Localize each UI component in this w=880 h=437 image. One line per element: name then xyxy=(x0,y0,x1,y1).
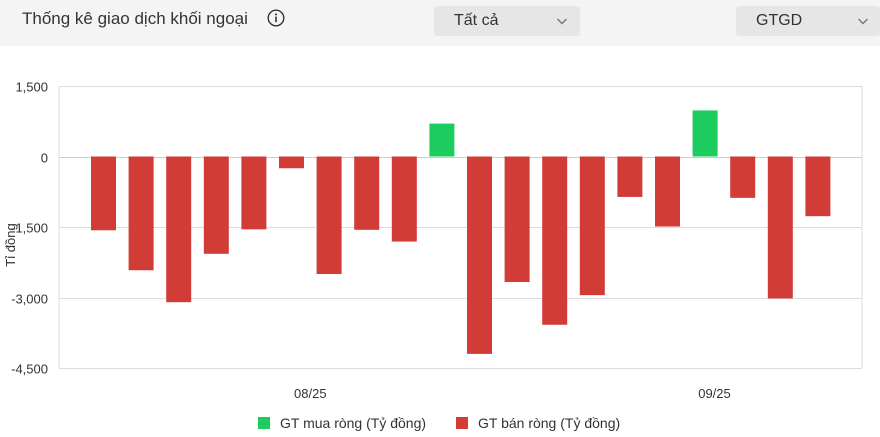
bar-net-sell xyxy=(279,156,304,169)
filter-select[interactable]: Tất cả xyxy=(434,6,580,36)
bar-net-sell xyxy=(467,156,492,354)
legend-label-sell: GT bán ròng (Tỷ đồng) xyxy=(478,415,621,431)
y-tick-label: -4,500 xyxy=(11,362,48,377)
metric-select[interactable]: GTGD xyxy=(736,6,880,36)
bar-net-sell xyxy=(617,156,643,197)
filter-select-value: Tất cả xyxy=(454,12,499,29)
bar-net-sell xyxy=(579,156,605,296)
bar-net-sell xyxy=(655,156,680,227)
bar-net-sell xyxy=(241,156,267,230)
bar-net-sell xyxy=(504,156,530,282)
bar-net-sell xyxy=(542,156,568,325)
y-tick-label: -1,500 xyxy=(11,221,48,236)
chevron-down-icon xyxy=(557,18,567,25)
bar-net-buy xyxy=(692,110,718,157)
legend-swatch-sell xyxy=(456,417,468,429)
info-circle-icon[interactable] xyxy=(267,9,285,27)
bar-net-sell xyxy=(91,156,116,231)
bar-net-sell xyxy=(767,156,793,299)
metric-select-value: GTGD xyxy=(756,12,803,29)
y-axis-label: Tỉ đồng xyxy=(3,223,18,266)
legend-swatch-buy xyxy=(258,417,270,429)
bar-net-sell xyxy=(316,156,342,274)
foreign-trade-bar-chart: 1,500 0 -1,500 -3,000 -4,500 08/25 09/25 Tỉ đồn… xyxy=(3,80,863,401)
bar-net-sell xyxy=(354,156,380,230)
y-tick-label: -3,000 xyxy=(11,292,48,307)
y-tick-label: 0 xyxy=(41,151,48,166)
bar-net-sell xyxy=(166,156,192,303)
chart-title: Thống kê giao dịch khối ngoại xyxy=(22,9,248,28)
x-tick-label: 09/25 xyxy=(698,386,731,401)
chart-legend: GT mua ròng (Tỷ đồng) GT bán ròng (Tỷ đồ… xyxy=(0,414,880,434)
bar-net-sell xyxy=(128,156,154,271)
bar-net-sell xyxy=(391,156,417,242)
y-tick-label: 1,500 xyxy=(15,80,48,95)
bar-net-sell xyxy=(805,156,831,217)
bar-net-buy xyxy=(429,123,455,157)
chart-header: Thống kê giao dịch khối ngoại Tất cả GTG… xyxy=(0,0,880,46)
bar-net-sell xyxy=(203,156,229,254)
chevron-down-icon xyxy=(858,18,868,25)
x-tick-label: 08/25 xyxy=(294,386,327,401)
bar-net-sell xyxy=(730,156,756,198)
legend-label-buy: GT mua ròng (Tỷ đồng) xyxy=(280,415,427,431)
